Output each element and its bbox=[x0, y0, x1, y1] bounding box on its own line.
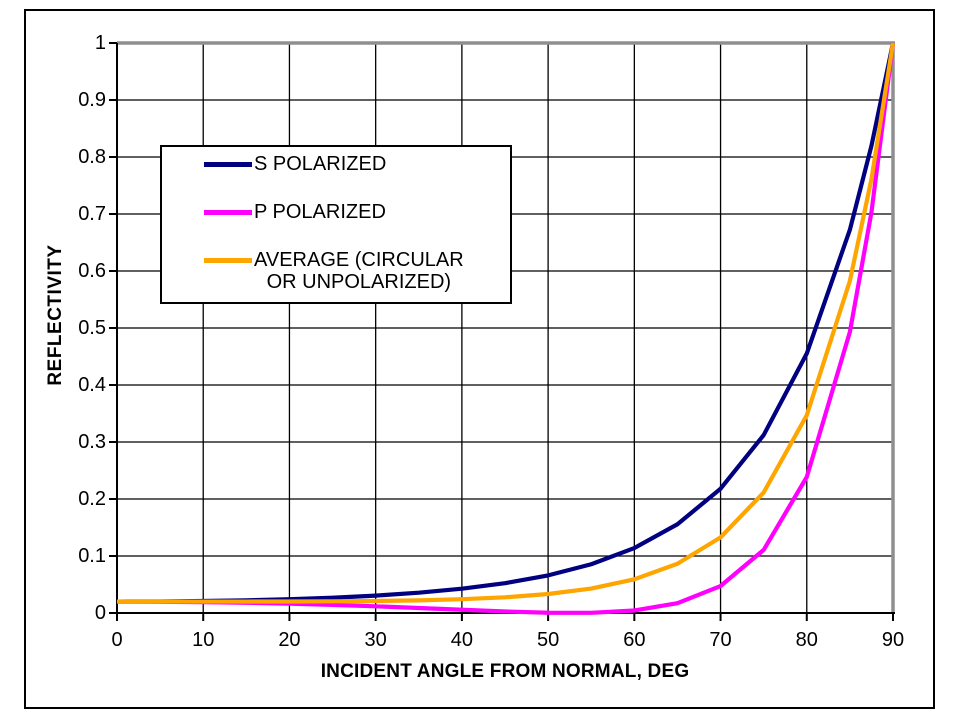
y-tick-label: 0.3 bbox=[78, 431, 106, 453]
y-tick-label: 0.8 bbox=[78, 146, 106, 168]
y-tick-label: 0 bbox=[94, 602, 106, 624]
y-tick-label: 0.9 bbox=[78, 89, 106, 111]
x-tick-label: 20 bbox=[278, 629, 301, 651]
x-tick-label: 0 bbox=[111, 629, 123, 651]
legend-item-average: AVERAGE (CIRCULAR OR UNPOLARIZED) bbox=[204, 249, 464, 293]
x-tick-label: 70 bbox=[709, 629, 732, 651]
y-tick-label: 0.1 bbox=[78, 545, 106, 567]
x-tick-label: 10 bbox=[192, 629, 215, 651]
y-axis-title: REFLECTIVITY bbox=[45, 244, 66, 386]
legend-label-average: AVERAGE (CIRCULAR OR UNPOLARIZED) bbox=[254, 249, 464, 293]
y-tick-label: 0.6 bbox=[78, 260, 106, 282]
x-tick-label: 80 bbox=[795, 629, 818, 651]
y-tick-label: 0.7 bbox=[78, 203, 106, 225]
legend-label-line: OR UNPOLARIZED) bbox=[266, 271, 452, 293]
x-tick-label: 40 bbox=[450, 629, 473, 651]
chart-outer-border bbox=[24, 9, 935, 709]
y-tick-label: 0.4 bbox=[78, 374, 106, 396]
legend-item-p-polarized: P POLARIZED bbox=[204, 201, 386, 223]
legend-item-s-polarized: S POLARIZED bbox=[204, 153, 386, 175]
x-tick-label: 60 bbox=[623, 629, 646, 651]
x-tick-label: 90 bbox=[881, 629, 905, 651]
legend-line-sample-average bbox=[204, 258, 252, 263]
y-tick-label: 0.5 bbox=[78, 317, 106, 339]
legend-label-line: S POLARIZED bbox=[254, 153, 387, 175]
legend-label-line: AVERAGE (CIRCULAR bbox=[254, 249, 464, 271]
legend-label-s-polarized: S POLARIZED bbox=[254, 153, 386, 175]
x-axis-title: INCIDENT ANGLE FROM NORMAL, DEG bbox=[320, 661, 690, 682]
legend-line-sample-s-polarized bbox=[204, 162, 252, 167]
legend-line-sample-p-polarized bbox=[204, 210, 252, 215]
legend-label-line: P POLARIZED bbox=[254, 201, 386, 223]
legend: S POLARIZED P POLARIZED AVERAGE (CIRCULA… bbox=[160, 145, 512, 304]
legend-label-p-polarized: P POLARIZED bbox=[254, 201, 386, 223]
y-tick-label: 0.2 bbox=[78, 488, 106, 510]
x-tick-label: 30 bbox=[364, 629, 387, 651]
x-tick-label: 50 bbox=[536, 629, 560, 651]
series-line-average bbox=[117, 42, 896, 604]
y-tick-label: 1 bbox=[94, 32, 106, 54]
series-line-s-polarized bbox=[116, 42, 896, 604]
